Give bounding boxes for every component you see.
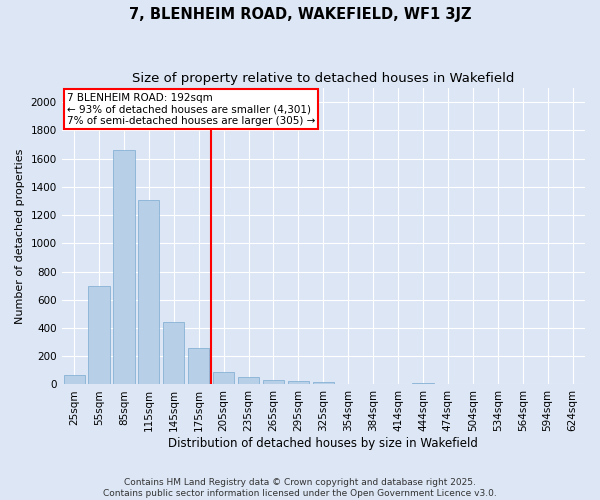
Text: Contains HM Land Registry data © Crown copyright and database right 2025.
Contai: Contains HM Land Registry data © Crown c… bbox=[103, 478, 497, 498]
Bar bbox=[88, 286, 110, 384]
Bar bbox=[64, 376, 85, 384]
Bar bbox=[313, 382, 334, 384]
Text: 7 BLENHEIM ROAD: 192sqm
← 93% of detached houses are smaller (4,301)
7% of semi-: 7 BLENHEIM ROAD: 192sqm ← 93% of detache… bbox=[67, 92, 315, 126]
Bar bbox=[288, 382, 309, 384]
Bar bbox=[138, 200, 160, 384]
Bar bbox=[263, 380, 284, 384]
Title: Size of property relative to detached houses in Wakefield: Size of property relative to detached ho… bbox=[132, 72, 515, 86]
Bar bbox=[163, 322, 184, 384]
Bar bbox=[238, 378, 259, 384]
Bar bbox=[188, 348, 209, 384]
Bar bbox=[412, 383, 434, 384]
Bar bbox=[213, 372, 234, 384]
Bar bbox=[113, 150, 134, 384]
Y-axis label: Number of detached properties: Number of detached properties bbox=[15, 148, 25, 324]
X-axis label: Distribution of detached houses by size in Wakefield: Distribution of detached houses by size … bbox=[169, 437, 478, 450]
Text: 7, BLENHEIM ROAD, WAKEFIELD, WF1 3JZ: 7, BLENHEIM ROAD, WAKEFIELD, WF1 3JZ bbox=[129, 8, 471, 22]
